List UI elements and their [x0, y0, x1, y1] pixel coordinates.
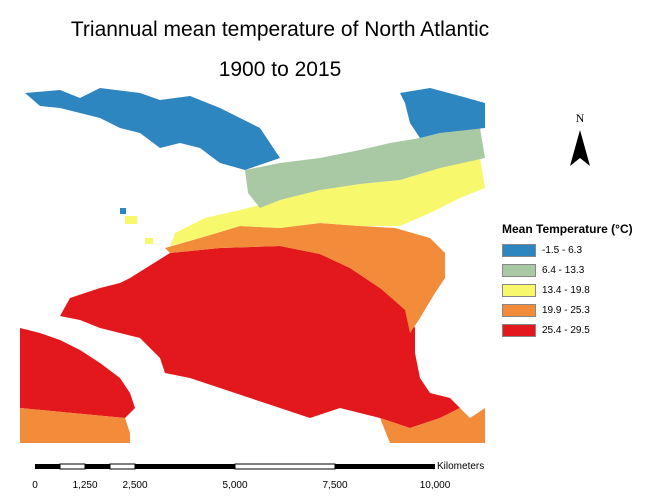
map-subtitle: 1900 to 2015 [218, 58, 342, 81]
island-patch [145, 238, 153, 244]
legend-label: 25.4 - 29.5 [542, 324, 590, 336]
legend-item: 19.9 - 25.3 [502, 300, 633, 320]
legend-swatch [502, 243, 536, 257]
zone-6-4-13-3 [245, 128, 485, 208]
island-patch [120, 208, 126, 214]
zone-13-4-19-8 [170, 158, 485, 246]
legend-item: 13.4 - 19.8 [502, 280, 633, 300]
scale-tick-label: 2,500 [122, 480, 147, 491]
legend-title: Mean Temperature (°C) [502, 222, 633, 236]
legend-item: 25.4 - 29.5 [502, 320, 633, 340]
island-patch [125, 216, 137, 224]
legend-item: -1.5 - 6.3 [502, 240, 633, 260]
legend-label: 19.9 - 25.3 [542, 304, 590, 316]
legend: Mean Temperature (°C) -1.5 - 6.3 6.4 - 1… [502, 222, 633, 340]
legend-swatch [502, 303, 536, 317]
legend-label: 6.4 - 13.3 [542, 264, 585, 276]
scale-tick-label: 7,500 [322, 480, 347, 491]
legend-label: -1.5 - 6.3 [542, 244, 583, 256]
legend-swatch [502, 323, 536, 337]
legend-swatch [502, 283, 536, 297]
scale-bar: Kilometers 0 1,250 2,500 5,000 7,500 10,… [32, 461, 484, 491]
legend-item: 6.4 - 13.3 [502, 260, 633, 280]
legend-label: 13.4 - 19.8 [542, 284, 590, 296]
scale-segment [59, 463, 86, 470]
north-arrow-label: N [576, 111, 585, 125]
north-arrow-icon [570, 130, 590, 166]
scale-segment [109, 463, 136, 470]
legend-swatch [502, 263, 536, 277]
north-arrow: N [560, 108, 600, 183]
zone-neg1-5-6-3 [25, 88, 485, 170]
scale-segment [234, 463, 336, 470]
scale-segment [85, 464, 110, 469]
zone-19-9-25-3 [20, 223, 485, 443]
scale-unit: Kilometers [437, 461, 484, 472]
map-title: Triannual mean temperature of North Atla… [70, 18, 490, 41]
scale-tick-label: 5,000 [222, 480, 247, 491]
scale-tick-label: 1,250 [72, 480, 97, 491]
temperature-map [20, 88, 485, 443]
scale-segment [335, 464, 435, 469]
scale-segment [135, 464, 235, 469]
scale-segment [35, 464, 60, 469]
zone-25-4-29-5 [20, 246, 460, 428]
scale-tick-label: 10,000 [420, 480, 451, 491]
scale-tick-label: 0 [32, 480, 38, 491]
